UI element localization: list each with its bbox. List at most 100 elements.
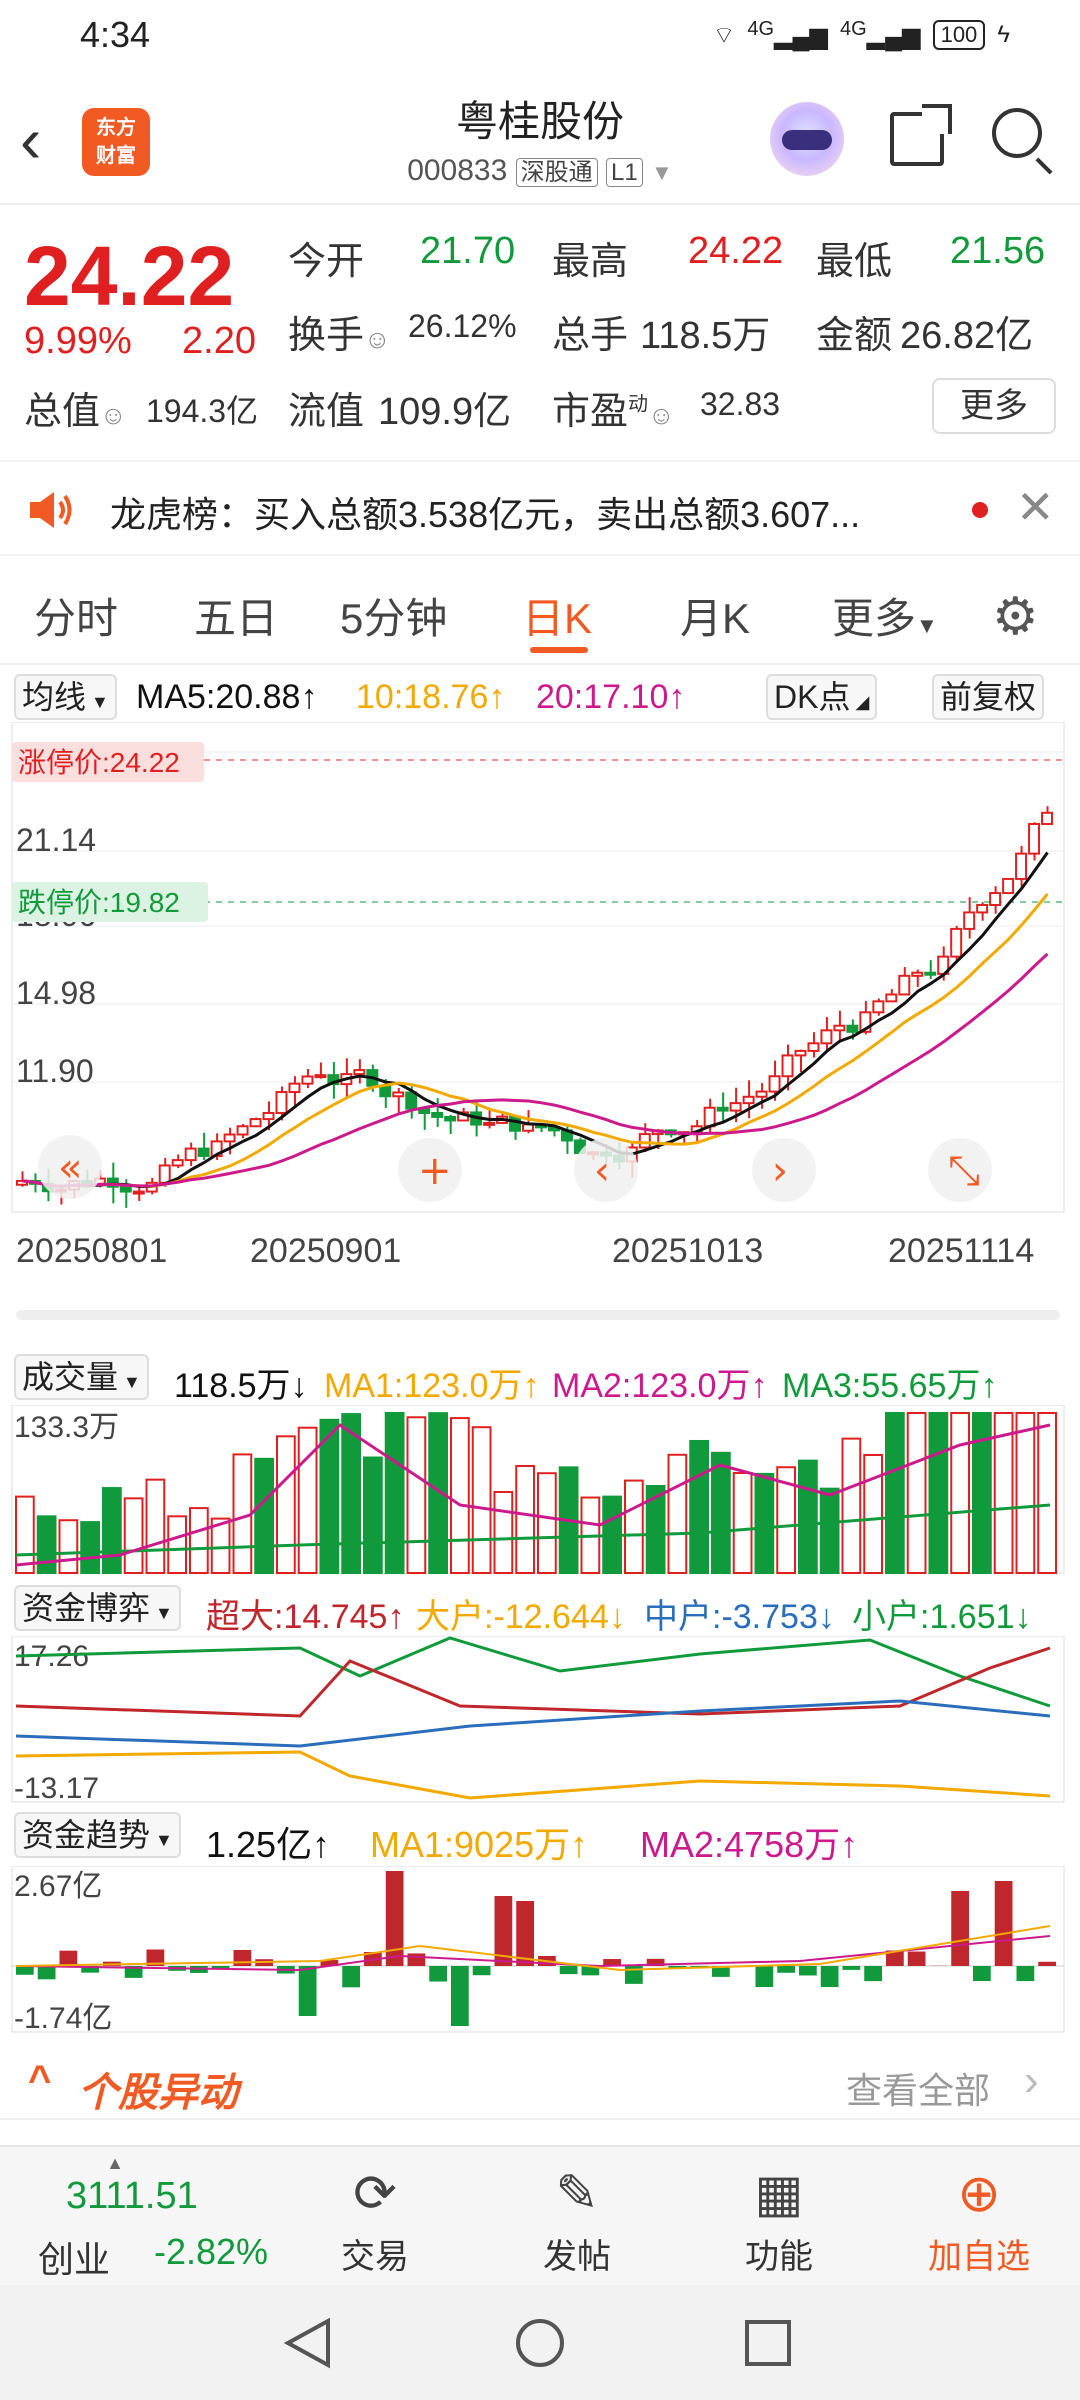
small-value: 小户:1.651↓ (852, 1598, 1032, 1636)
fund-trend-bar (81, 1966, 99, 1973)
fund-trend-chart[interactable]: 2.67亿 -1.74亿 (0, 1866, 1080, 2036)
volume-ma2: MA2:123.0万↑ (552, 1367, 768, 1405)
fund-game-chart[interactable]: 17.26-13.17 (0, 1636, 1080, 1806)
edit-icon: ✎ (555, 2165, 599, 2223)
chart-nav-button (752, 1138, 816, 1202)
system-home-icon[interactable] (514, 2317, 566, 2369)
search-icon[interactable] (992, 108, 1053, 175)
x-axis-label: 20251013 (612, 1232, 763, 1270)
dragon-tiger-notice[interactable]: 龙虎榜：买入总额3.538亿元，卖出总额3.607... ✕ (0, 460, 1080, 556)
system-recents-icon[interactable] (744, 2319, 792, 2367)
tab-five-day[interactable]: 五日 (194, 595, 279, 642)
volume-bar (254, 1457, 274, 1574)
charging-icon: ϟ (997, 20, 1010, 48)
fund-trend-bar (603, 1959, 621, 1966)
volume-bar (36, 1515, 57, 1574)
abnormal-movement-bar[interactable]: ^ 个股异动 查看全部 › (0, 2050, 1080, 2120)
fund-trend-ma1: MA1:9025万↑ (370, 1824, 589, 1865)
volume-ma3: MA3:55.65万↑ (782, 1367, 998, 1405)
fund-trend-bar (799, 1966, 817, 1976)
app-logo[interactable]: 东方 财富 (82, 108, 150, 176)
dk-button[interactable]: DK点 ◢ (766, 674, 878, 720)
volume-y-top: 133.3万 (14, 1411, 119, 1444)
stock-header: ‹ 东方 财富 粤桂股份 000833 深股通 L1 ▼ (0, 80, 1080, 205)
chart-nav-button (928, 1138, 992, 1202)
float-value: 109.9亿 (378, 391, 512, 433)
back-button[interactable]: ‹ (20, 104, 42, 176)
candle-body (807, 1042, 820, 1052)
chart-nav-glyph: ⤡ (948, 1148, 980, 1194)
index-up-arrow: ▲ (106, 2153, 124, 2173)
status-bar: 4:34 ⌔ 4G▂▄▆ 4G▂▄▆ 100 ϟ (0, 0, 1080, 75)
volume-value: 118.5万 (640, 315, 771, 357)
fund-trend-bar (886, 1950, 904, 1966)
fund-trend-frame (11, 1866, 1065, 2033)
candle-body (976, 903, 989, 914)
nav-trade-label: 交易 (341, 2238, 409, 2276)
index-value[interactable]: 3111.51 (66, 2175, 198, 2217)
tab-daily-k[interactable]: 日K (522, 595, 593, 642)
turnover-value: 26.12% (408, 308, 517, 344)
tab-5min[interactable]: 5分钟 (340, 595, 448, 642)
chart-nav-glyph: ‹ (594, 1148, 610, 1194)
chart-nav-glyph: + (418, 1148, 452, 1194)
fund-trend-ma1-line (15, 1925, 1051, 1972)
volume-chart[interactable]: 133.3万 (0, 1405, 1080, 1577)
nav-post[interactable]: ✎ 发帖 (502, 2159, 652, 2278)
kline-chart[interactable]: 24.2221.1418.0614.9811.90涨停价:24.22跌停价:19… (0, 722, 1080, 1322)
candle-body (1002, 877, 1015, 895)
fund-game-selector[interactable]: 资金博弈 ▼ (14, 1585, 181, 1631)
volume-selector[interactable]: 成交量 ▼ (14, 1354, 149, 1400)
candle-body (872, 1000, 885, 1014)
fund-trend-bar (994, 1881, 1013, 1966)
system-back-icon[interactable] (284, 2317, 332, 2369)
fq-button[interactable]: 前复权 (932, 674, 1045, 720)
ai-assistant-icon[interactable] (770, 102, 844, 176)
volume-bar (471, 1426, 492, 1574)
tab-monthly-k[interactable]: 月K (680, 595, 751, 642)
candle-body (885, 993, 898, 1003)
view-all-link[interactable]: 查看全部 (846, 2070, 991, 2111)
tab-more[interactable]: 更多▼ (832, 595, 938, 642)
pe-label: 市盈动☺ (552, 391, 675, 433)
candle-body (1041, 811, 1054, 825)
share-icon[interactable] (890, 104, 952, 166)
nav-add-watchlist[interactable]: ⊕ 加自选 (904, 2159, 1054, 2278)
candle-body (132, 1190, 145, 1195)
volume-bar (972, 1412, 992, 1574)
ma-selector[interactable]: 均线 ▼ (14, 674, 117, 720)
close-icon[interactable]: ✕ (1016, 481, 1055, 533)
volume-ma2-line (15, 1423, 1051, 1567)
candle-body (236, 1125, 249, 1136)
volume-ma3-line (15, 1503, 1051, 1557)
nav-func[interactable]: ▦ 功能 (704, 2159, 854, 2278)
ma-legend-row: 均线 ▼ MA5:20.88↑ 10:18.76↑ 20:17.10↑ DK点 … (0, 672, 1080, 722)
volume-bar (732, 1472, 753, 1574)
volume-bar (493, 1491, 514, 1574)
low-label: 最低 (816, 241, 893, 283)
volume-bar (537, 1472, 557, 1574)
nav-trade[interactable]: ⟳ 交易 (300, 2159, 450, 2278)
gear-icon[interactable]: ⚙ (992, 588, 1039, 646)
volume-bar (276, 1435, 296, 1575)
more-button[interactable]: 更多 (932, 378, 1056, 434)
unread-dot (972, 502, 988, 518)
volume-bar (450, 1417, 470, 1574)
fund-trend-bar (973, 1966, 991, 1982)
tab-intraday[interactable]: 分时 (34, 595, 119, 642)
x-axis-label: 20251114 (888, 1232, 1034, 1270)
volume-bar (341, 1413, 361, 1575)
index-name[interactable]: 创业 (38, 2239, 111, 2280)
volume-bar (841, 1437, 862, 1575)
index-change[interactable]: -2.82% (154, 2231, 269, 2272)
candle-body (768, 1075, 781, 1093)
fund-trend-bar (146, 1949, 165, 1966)
stock-code-row[interactable]: 000833 深股通 L1 ▼ (0, 152, 1080, 188)
candle-body (509, 1115, 522, 1132)
nav-post-label: 发帖 (543, 2238, 611, 2276)
fund-trend-y-top: 2.67亿 (14, 1870, 102, 1903)
volume-bar (406, 1416, 427, 1574)
volume-bar (80, 1521, 100, 1574)
fund-trend-selector[interactable]: 资金趋势 ▼ (14, 1812, 181, 1858)
bottom-nav: ▲ 3111.51 创业 -2.82% ⟳ 交易 ✎ 发帖 ▦ 功能 ⊕ 加自选 (0, 2145, 1080, 2285)
